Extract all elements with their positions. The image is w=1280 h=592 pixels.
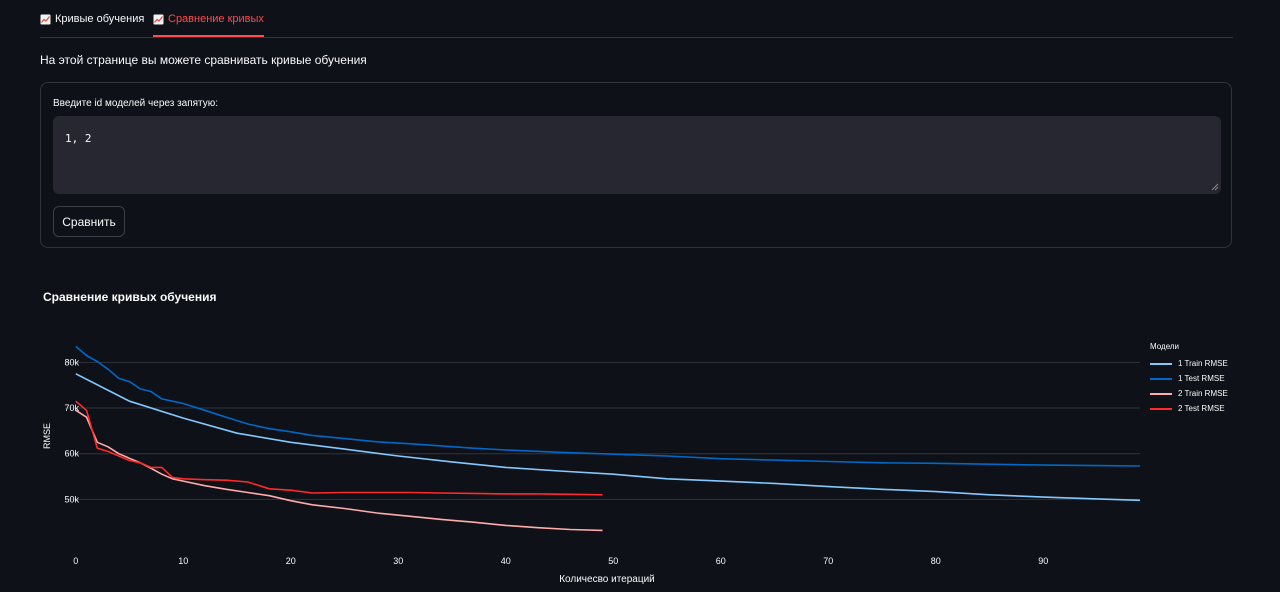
compare-button[interactable]: Сравнить: [53, 206, 125, 237]
page-description: На этой странице вы можете сравнивать кр…: [40, 53, 367, 67]
x-axis-label: Количесво итераций: [559, 574, 655, 585]
resize-grip-icon[interactable]: [1211, 183, 1219, 191]
legend-swatch: [1150, 362, 1172, 365]
series-line-3: [75, 409, 603, 532]
series-line-2: [75, 345, 1141, 467]
series-line-4: [75, 400, 603, 496]
chart-title: Сравнение кривых обучения: [43, 290, 217, 304]
legend-item[interactable]: 1 Train RMSE: [1150, 356, 1228, 371]
series-lines: [75, 345, 1141, 532]
chart-increasing-icon: [153, 14, 164, 24]
x-tick-label: 40: [501, 556, 511, 566]
legend-title: Модели: [1150, 342, 1180, 351]
tab-compare-curves[interactable]: Сравнение кривых: [153, 13, 264, 37]
y-axis-label: RMSE: [42, 423, 52, 449]
compare-form: Введите id моделей через запятую: 1, 2 С…: [40, 82, 1232, 248]
legend-item[interactable]: 1 Test RMSE: [1150, 371, 1228, 386]
tab-label: Сравнение кривых: [168, 13, 264, 25]
tab-learning-curves[interactable]: Кривые обучения: [40, 13, 144, 25]
x-tick-label: 30: [393, 556, 403, 566]
x-tick-label: 50: [608, 556, 618, 566]
legend-swatch: [1150, 377, 1172, 380]
tab-label: Кривые обучения: [55, 13, 145, 25]
y-tick-label: 60k: [64, 449, 79, 459]
y-axis-ticks: 50k 60k 70k 80k: [64, 357, 79, 504]
y-tick-label: 80k: [64, 357, 79, 367]
x-tick-label: 70: [823, 556, 833, 566]
legend-swatch: [1150, 392, 1172, 395]
x-tick-label: 90: [1038, 556, 1048, 566]
x-tick-label: 0: [73, 556, 78, 566]
y-tick-label: 50k: [64, 494, 79, 504]
legend-item[interactable]: 2 Test RMSE: [1150, 401, 1228, 416]
legend-item[interactable]: 2 Train RMSE: [1150, 386, 1228, 401]
legend-label: 1 Test RMSE: [1178, 374, 1225, 383]
legend-label: 2 Test RMSE: [1178, 404, 1225, 413]
legend-label: 2 Train RMSE: [1178, 389, 1228, 398]
grid: [65, 361, 1140, 500]
x-axis-ticks: 0 10 20 30 40 50 60 70 80 90: [73, 556, 1048, 566]
legend-label: 1 Train RMSE: [1178, 359, 1228, 368]
y-tick-label: 70k: [64, 403, 79, 413]
tab-bar: Кривые обучения Сравнение кривых: [40, 0, 1233, 38]
chart-increasing-icon: [40, 14, 51, 24]
legend-swatch: [1150, 407, 1172, 410]
model-ids-input[interactable]: 1, 2: [53, 116, 1221, 194]
x-tick-label: 60: [716, 556, 726, 566]
learning-curves-chart: 50k 60k 70k 80k 0 10 20 30 40 50 60 70 80 90 RMSE Ко…: [42, 345, 1141, 585]
model-ids-label: Введите id моделей через запятую:: [53, 98, 219, 109]
x-tick-label: 10: [178, 556, 188, 566]
x-tick-label: 80: [931, 556, 941, 566]
x-tick-label: 20: [286, 556, 296, 566]
series-line-1: [75, 373, 1141, 502]
chart-legend: Модели 1 Train RMSE 1 Test RMSE 2 Train RM…: [1150, 342, 1228, 416]
